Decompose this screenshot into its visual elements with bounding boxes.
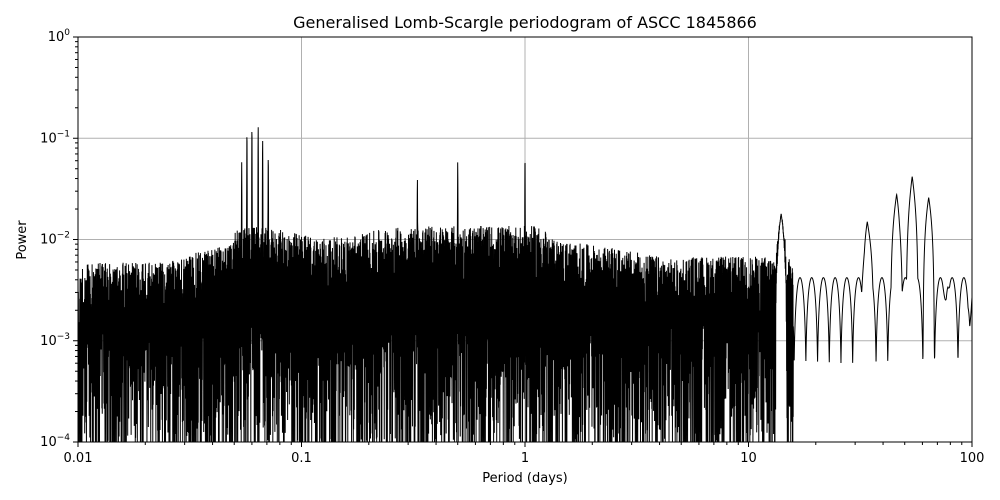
power-series-line <box>78 127 972 442</box>
y-axis-label: Power <box>15 220 30 260</box>
x-tick-label: 0.1 <box>291 451 312 466</box>
y-tick-label: 10−1 <box>40 129 70 146</box>
y-tick-label: 100 <box>48 28 71 45</box>
x-tick-label: 100 <box>960 451 985 466</box>
x-axis-label: Period (days) <box>482 471 568 486</box>
y-tick-label: 10−3 <box>40 332 70 349</box>
x-tick-label: 10 <box>740 451 757 466</box>
chart-title: Generalised Lomb-Scargle periodogram of … <box>293 13 757 32</box>
y-tick-label: 10−4 <box>40 433 70 450</box>
axis-ticks: 0.01 0.1 1 10 100 10−4 10−3 10−2 10−1 100 <box>40 28 984 466</box>
y-tick-label: 10−2 <box>40 231 70 248</box>
x-tick-label: 0.01 <box>64 451 93 466</box>
x-tick-label: 1 <box>521 451 529 466</box>
plot-area <box>78 127 972 442</box>
